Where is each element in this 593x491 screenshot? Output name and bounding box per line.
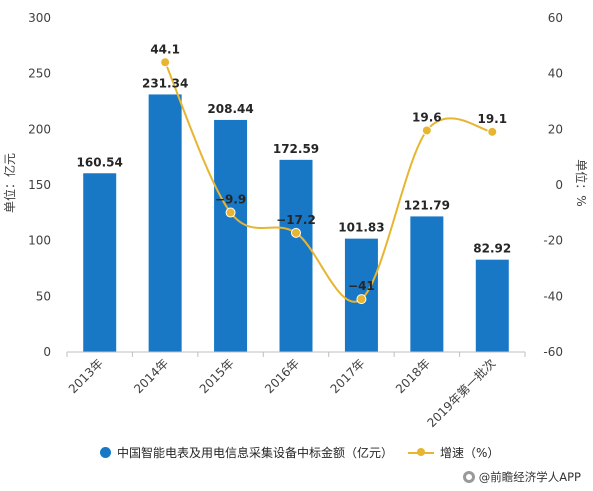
bar-value-label: 160.54 xyxy=(77,155,123,169)
y2-tick-label: -20 xyxy=(543,234,563,248)
line-value-label: 44.1 xyxy=(150,42,180,56)
x-tick-label: 2018年 xyxy=(393,356,433,396)
data-labels: 160.54 231.34 208.44 172.59 101.83 121.79 82.9… xyxy=(77,42,512,293)
legend-item-amount: 中国智能电表及用电信息采集设备中标金额（亿元） xyxy=(100,444,393,461)
legend: 中国智能电表及用电信息采集设备中标金额（亿元） 增速（%） xyxy=(0,444,593,464)
y2-tick-label: 0 xyxy=(555,178,563,192)
line-point xyxy=(225,207,236,218)
brand-logo-icon xyxy=(462,471,475,483)
legend-bar-swatch xyxy=(100,447,111,458)
legend-bar-label: 中国智能电表及用电信息采集设备中标金额（亿元） xyxy=(117,446,394,460)
x-tick-label: 2014年 xyxy=(131,356,171,396)
y-tick-label: 150 xyxy=(28,178,51,192)
line-value-label: 19.1 xyxy=(477,112,507,126)
y-tick-label: 50 xyxy=(36,289,51,303)
bar-value-label: 208.44 xyxy=(207,102,253,116)
x-tick-label: 2013年 xyxy=(66,356,106,396)
bar-value-label: 172.59 xyxy=(273,142,319,156)
bar-value-label: 82.92 xyxy=(473,242,511,256)
y-axis-title: 单位：亿元 xyxy=(2,153,17,213)
bar xyxy=(148,94,182,352)
bar xyxy=(279,159,313,352)
brand-credit-text: @前瞻经济学人APP xyxy=(478,470,581,484)
bar xyxy=(475,259,509,352)
line-point xyxy=(160,57,171,68)
y2-tick-label: -40 xyxy=(543,289,563,303)
y-tick-label: 0 xyxy=(43,345,51,359)
y-tick-label: 300 xyxy=(28,11,51,25)
bar-value-label: 121.79 xyxy=(404,198,450,212)
y2-tick-label: 40 xyxy=(548,67,563,81)
bar xyxy=(214,119,248,352)
line-value-label: −17.2 xyxy=(276,213,316,227)
line-point xyxy=(421,125,432,136)
y2-axis-title: 单位：% xyxy=(574,159,589,206)
bar xyxy=(83,173,117,352)
line-value-label: 19.6 xyxy=(412,110,442,124)
line-value-label: −41 xyxy=(348,279,375,293)
x-tick-label: 2016年 xyxy=(262,356,302,396)
y-tick-label: 250 xyxy=(28,67,51,81)
legend-line-swatch xyxy=(408,447,434,458)
y2-tick-label: -60 xyxy=(543,345,563,359)
y-tick-label: 200 xyxy=(28,122,51,136)
y2-tick-label: 60 xyxy=(548,11,563,25)
bar-value-label: 231.34 xyxy=(142,76,188,90)
brand-credit: @前瞻经济学人APP xyxy=(462,469,581,485)
x-tick-label: 2015年 xyxy=(197,356,237,396)
line-point xyxy=(487,126,498,137)
line-series xyxy=(160,57,498,305)
line-point xyxy=(291,227,301,238)
line-value-label: −9.9 xyxy=(215,193,246,207)
bar-value-label: 101.83 xyxy=(338,221,384,235)
legend-line-label: 增速（%） xyxy=(440,446,500,460)
x-tick-label: 2019年第一批次 xyxy=(424,356,499,431)
x-tick-label: 2017年 xyxy=(328,356,368,396)
legend-item-growth: 增速（%） xyxy=(408,444,499,461)
y2-tick-label: 20 xyxy=(548,122,563,136)
bar xyxy=(410,216,444,352)
line-point xyxy=(356,294,367,305)
y-tick-label: 100 xyxy=(28,234,51,248)
